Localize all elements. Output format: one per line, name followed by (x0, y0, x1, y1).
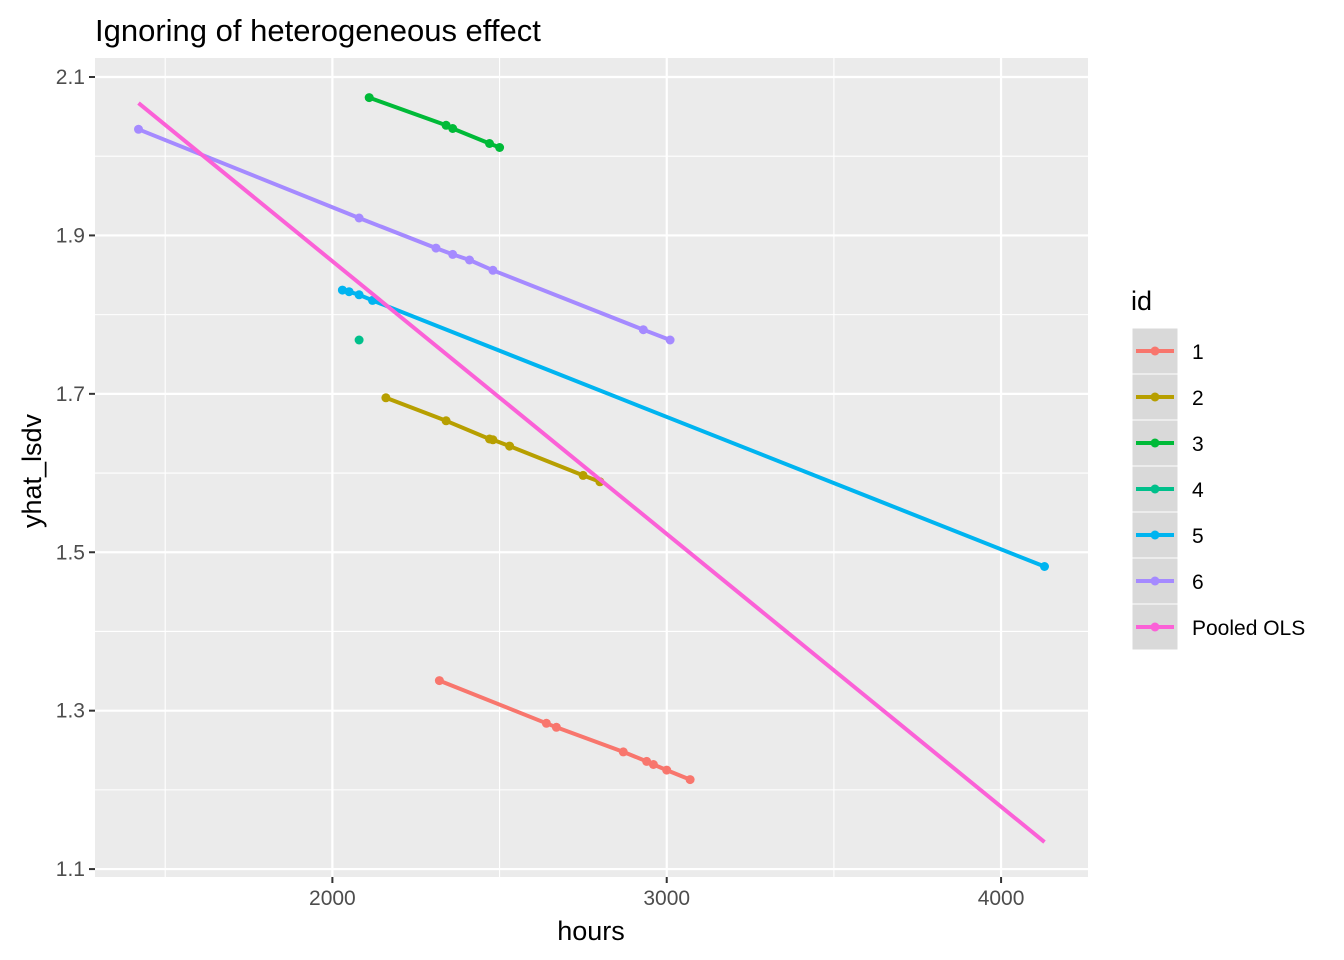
data-point (618, 747, 628, 757)
data-point (134, 124, 143, 134)
data-point (485, 139, 494, 148)
legend-keys: 1 2 3 4 5 6 Pooled OLS (1131, 327, 1305, 651)
y-tick-label: 1.1 (56, 858, 85, 881)
legend-key-point (1150, 622, 1160, 632)
data-point (648, 760, 658, 769)
series-layer (134, 93, 1049, 844)
data-point (578, 470, 588, 480)
series-2 (381, 393, 605, 487)
x-tick-label: 4000 (978, 887, 1025, 910)
legend-key-point (1150, 530, 1160, 540)
legend-key-point (1150, 346, 1160, 356)
grid-major (95, 58, 1088, 877)
y-tick-label: 1.9 (56, 224, 85, 247)
legend-label: Pooled OLS (1192, 617, 1305, 640)
x-tick-label: 2000 (309, 887, 356, 910)
x-axis: 2000 3000 4000 (309, 877, 1024, 910)
data-point (465, 255, 474, 265)
legend-item: 6 (1131, 557, 1204, 605)
legend-label: 6 (1192, 571, 1204, 594)
series-4 (354, 335, 364, 345)
legend-key-point (1150, 576, 1160, 586)
y-tick-label: 1.7 (56, 383, 85, 406)
data-point (642, 756, 652, 766)
series-3 (364, 93, 505, 152)
legend-item: 1 (1131, 327, 1204, 375)
chart-title: Ignoring of heterogeneous effect (95, 13, 541, 48)
data-point (495, 143, 505, 152)
legend-item: 2 (1131, 373, 1204, 421)
legend-label: 4 (1192, 479, 1204, 502)
data-point (344, 287, 354, 297)
data-point (364, 93, 374, 103)
y-axis-title: yhat_lsdv (17, 413, 47, 528)
series-line (137, 101, 1046, 844)
x-axis-title: hours (557, 916, 625, 946)
legend-label: 5 (1192, 525, 1204, 548)
data-point (434, 676, 444, 686)
y-tick-label: 1.3 (56, 700, 85, 723)
y-axis: 1.1 1.3 1.5 1.7 1.9 2.1 (56, 66, 95, 881)
y-tick-label: 2.1 (56, 66, 85, 89)
legend-key-point (1150, 484, 1160, 494)
series-6 (134, 124, 675, 345)
legend-item: 3 (1131, 419, 1204, 467)
data-point (638, 325, 648, 335)
series-line (137, 127, 671, 342)
data-point (354, 335, 364, 345)
series-pooled-ols (137, 101, 1046, 844)
data-point (381, 393, 391, 403)
data-point (541, 718, 551, 728)
x-tick-label: 3000 (643, 887, 690, 910)
data-point (488, 265, 498, 275)
data-point (448, 124, 458, 133)
data-point (354, 290, 364, 300)
legend-title: id (1131, 286, 1152, 316)
data-point (441, 416, 451, 426)
legend-label: 3 (1192, 433, 1204, 456)
data-point (685, 775, 695, 785)
legend: id 1 2 3 4 5 6 Pooled OLS (1131, 286, 1305, 651)
data-point (551, 722, 561, 732)
data-point (1040, 562, 1049, 571)
data-point (354, 213, 364, 223)
data-point (448, 249, 458, 259)
legend-label: 1 (1192, 341, 1204, 364)
legend-key-point (1150, 392, 1160, 402)
data-point (662, 765, 672, 775)
data-point (665, 335, 675, 345)
data-point (431, 243, 441, 253)
legend-key-point (1150, 438, 1160, 448)
series-1 (434, 676, 695, 785)
data-point (505, 441, 515, 451)
legend-item: Pooled OLS (1131, 603, 1305, 651)
legend-item: 4 (1131, 465, 1204, 513)
y-tick-label: 1.5 (56, 541, 85, 564)
legend-item: 5 (1131, 511, 1204, 559)
legend-label: 2 (1192, 387, 1204, 410)
data-point (488, 435, 498, 445)
